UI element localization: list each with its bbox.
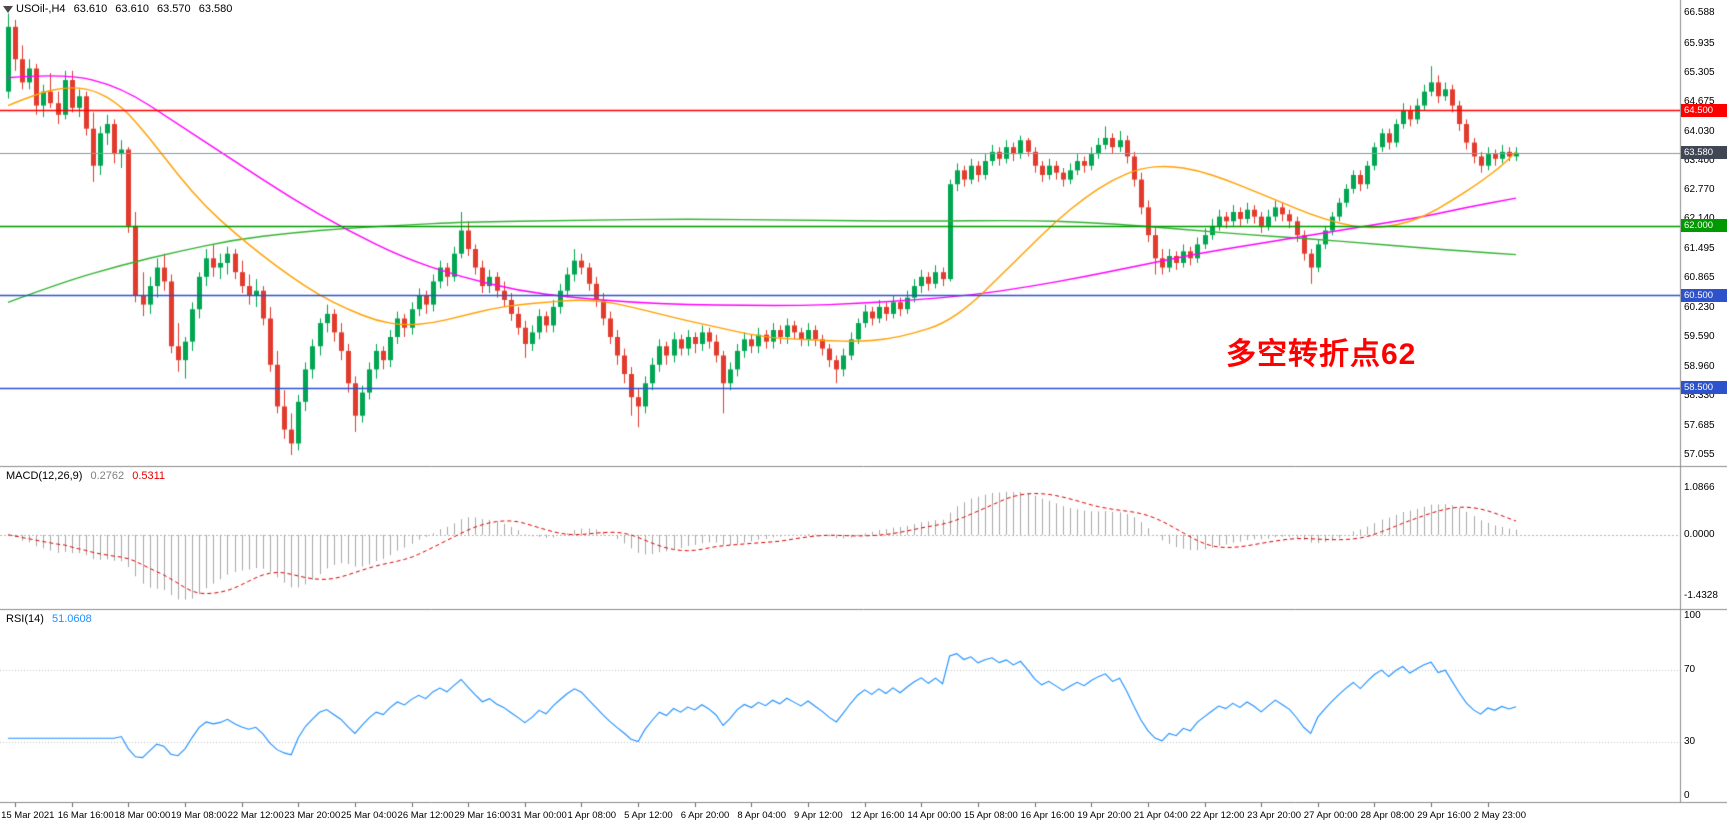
chart-shift-marker-icon xyxy=(3,6,13,13)
ohlc-low: 63.570 xyxy=(157,3,191,15)
symbol-period-label: USOil-,H4 xyxy=(16,3,66,15)
rsi-value: 51.0608 xyxy=(51,613,92,625)
macd-signal-value: 0.5311 xyxy=(132,470,166,482)
macd-header: MACD(12,26,9) 0.2762 0.5311 xyxy=(6,470,170,482)
ohlc-open: 63.610 xyxy=(73,3,108,15)
ohlc-close: 63.580 xyxy=(198,3,233,15)
ohlc-high: 63.610 xyxy=(115,3,149,15)
rsi-header: RSI(14) 51.0608 xyxy=(6,613,97,625)
annotation-text[interactable]: 多空转折点62 xyxy=(1226,338,1417,371)
rsi-label: RSI(14) xyxy=(6,613,44,625)
macd-label: MACD(12,26,9) xyxy=(6,470,83,482)
ohlc-header: USOil-,H4 63.610 63.610 63.570 63.580 xyxy=(16,3,237,15)
macd-main-value: 0.2762 xyxy=(90,470,125,482)
